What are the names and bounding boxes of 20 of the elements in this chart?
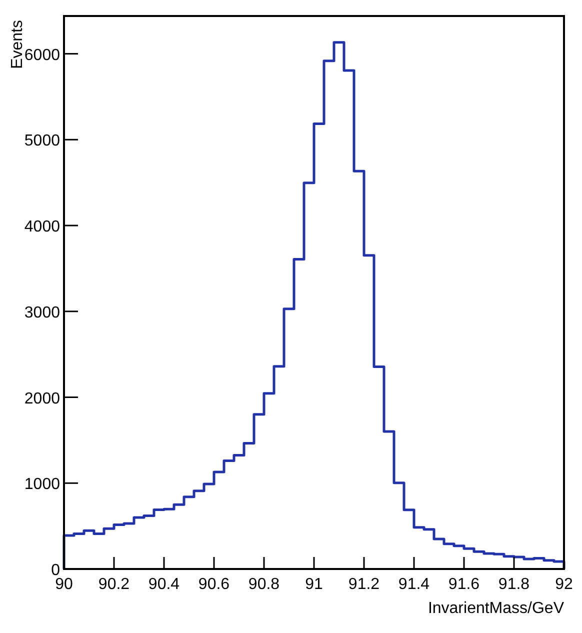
y-axis-title: Events <box>9 20 26 69</box>
x-tick-label: 90.8 <box>248 576 280 593</box>
x-tick-label: 90.6 <box>198 576 230 593</box>
y-tick-label: 5000 <box>24 132 60 150</box>
y-tick-label: 6000 <box>24 46 60 64</box>
x-tick-label: 90 <box>55 576 73 593</box>
x-tick-label: 91.8 <box>498 576 530 593</box>
x-tick-label: 91.4 <box>398 576 430 593</box>
y-tick-label: 4000 <box>24 218 60 236</box>
y-tick-label: 3000 <box>24 304 60 322</box>
y-tick-label: 0 <box>51 562 60 579</box>
y-tick-label: 1000 <box>24 476 60 494</box>
x-tick-label: 90.4 <box>148 576 180 593</box>
x-tick-label: 91.6 <box>448 576 480 593</box>
x-tick-label: 91 <box>305 576 323 593</box>
x-axis-title: InvarientMass/GeV <box>428 600 564 617</box>
x-tick-label: 90.2 <box>98 576 130 593</box>
x-tick-label: 91.2 <box>348 576 380 593</box>
x-tick-label: 92 <box>555 576 573 593</box>
y-tick-label: 2000 <box>24 390 60 408</box>
